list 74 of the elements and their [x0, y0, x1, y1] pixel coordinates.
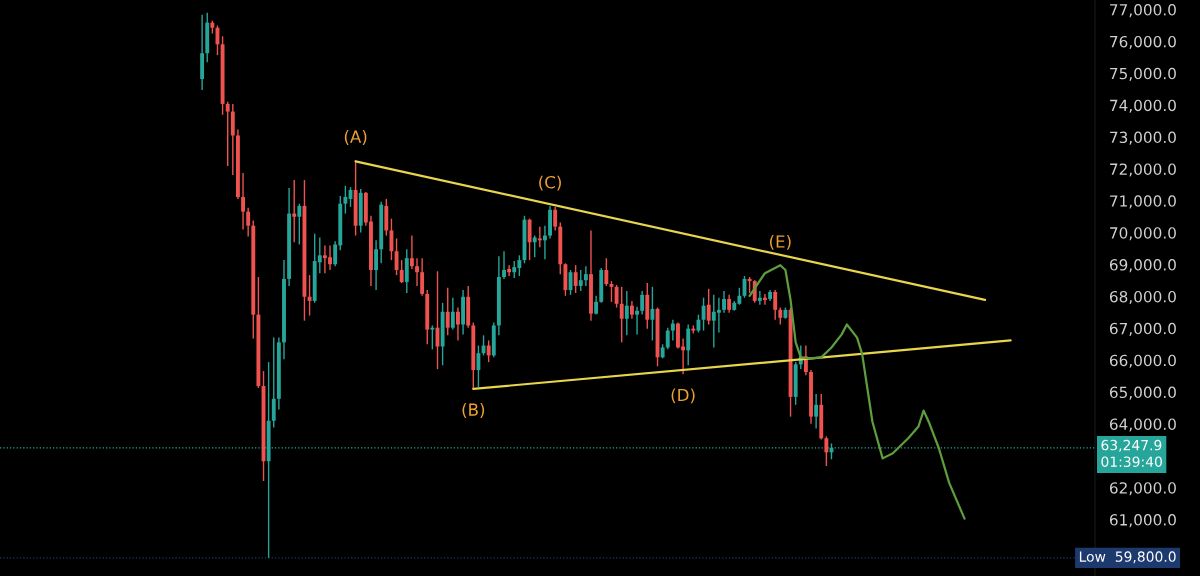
candlestick	[624, 290, 629, 337]
candlestick	[241, 172, 245, 231]
candlestick	[594, 295, 599, 316]
candlestick	[604, 257, 609, 287]
y-tick-label: 65,000.0	[1109, 386, 1176, 400]
candlestick	[670, 319, 675, 342]
candlestick	[553, 206, 558, 232]
candlestick	[246, 207, 251, 238]
candlestick	[537, 225, 542, 249]
candlestick	[507, 264, 512, 277]
candlestick	[404, 248, 409, 294]
candlestick	[292, 179, 297, 243]
candlestick	[583, 265, 588, 287]
candlestick	[619, 286, 624, 344]
y-tick-label: 77,000.0	[1110, 4, 1176, 18]
candlestick	[527, 217, 532, 261]
candlestick	[415, 257, 419, 287]
candlestick	[665, 326, 670, 351]
candlestick	[476, 344, 481, 388]
candlestick	[773, 289, 778, 321]
y-tick-label: 68,000.0	[1109, 290, 1176, 305]
annotation: (E)	[769, 234, 791, 250]
candlestick	[502, 250, 506, 280]
y-tick-label: 76,000.0	[1110, 35, 1176, 50]
candlestick	[614, 284, 619, 309]
candlestick	[722, 290, 726, 314]
y-tick-label: 72,000.0	[1110, 163, 1176, 177]
candlestick	[409, 234, 414, 270]
candlestick	[399, 259, 404, 284]
candlestick	[824, 435, 829, 467]
candlestick	[757, 290, 762, 306]
y-tick-label: 66,000.0	[1109, 354, 1176, 368]
candlestick	[716, 297, 721, 334]
annotation: (A)	[344, 130, 367, 145]
candlestick	[307, 274, 312, 317]
candlestick	[430, 324, 435, 351]
candlestick	[374, 239, 379, 291]
y-tick-label: 70,000.0	[1110, 227, 1176, 241]
candlestick	[420, 257, 425, 297]
candlestick	[650, 286, 655, 342]
annotation: (B)	[462, 403, 485, 418]
annotation: (D)	[671, 388, 695, 404]
y-tick-label: 69,000.0	[1109, 259, 1176, 273]
candlestick	[640, 290, 645, 316]
candlestick	[814, 393, 819, 430]
candlestick	[686, 323, 691, 366]
y-tick-label: 71,000.0	[1110, 195, 1176, 209]
candlestick	[532, 234, 537, 258]
candlestick	[573, 264, 578, 294]
candlestick	[230, 103, 235, 176]
candlestick	[486, 339, 491, 363]
candlestick	[450, 297, 455, 331]
ref-line-label: 63,247.9 01:39:40	[1101, 439, 1162, 467]
candlestick	[389, 217, 394, 261]
candlestick	[635, 305, 639, 336]
line-series	[748, 264, 966, 520]
candlestick	[578, 269, 583, 292]
y-tick-label: 62,000.0	[1109, 482, 1176, 496]
candlestick	[343, 185, 348, 215]
candlestick	[225, 100, 230, 167]
y-tick-label: 75,000.0	[1110, 67, 1176, 81]
candlestick	[706, 288, 711, 326]
candlestick	[445, 287, 450, 337]
y-tick-label: 73,000.0	[1110, 131, 1176, 145]
candlestick	[701, 297, 706, 332]
y-tick-label: 64,000.0	[1109, 418, 1176, 432]
annotation: (C)	[539, 175, 561, 191]
ref-line-label: Low 59,800.0	[1079, 551, 1176, 564]
y-tick-label: 61,000.0	[1109, 514, 1176, 528]
candlestick	[456, 306, 460, 342]
candlestick	[271, 336, 276, 429]
y-tick-label: 67,000.0	[1109, 322, 1176, 336]
candlestick	[297, 202, 302, 246]
y-tick-label: 74,000.0	[1110, 99, 1176, 113]
